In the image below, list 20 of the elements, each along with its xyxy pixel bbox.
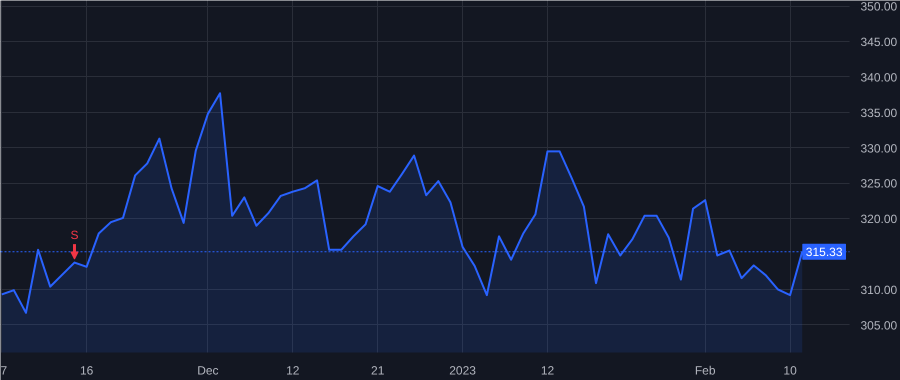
- x-tick-label: 12: [286, 364, 300, 378]
- y-tick-label: 340.00: [860, 70, 898, 84]
- y-tick-label: 335.00: [860, 106, 898, 120]
- x-tick-label: Feb: [694, 364, 716, 378]
- x-tick-label: 12: [540, 364, 554, 378]
- x-tick-label: 7: [0, 364, 8, 378]
- ref-line-label: 315.33: [806, 245, 843, 260]
- y-tick-label: 320.00: [860, 212, 898, 226]
- y-tick-label: 310.00: [860, 282, 898, 297]
- y-tick-label: 345.00: [860, 35, 898, 50]
- x-tick-label: 2023: [449, 364, 476, 378]
- y-tick-label: 330.00: [860, 141, 898, 156]
- x-tick-label: 16: [80, 364, 94, 378]
- y-tick-label: 305.00: [860, 318, 898, 332]
- x-tick-label: 10: [783, 364, 798, 378]
- y-tick-label: 350.00: [860, 0, 898, 14]
- y-tick-label: 325.00: [860, 176, 898, 191]
- annotation: S: [70, 228, 78, 242]
- x-tick-label: Dec: [197, 364, 219, 378]
- x-tick-label: 21: [371, 364, 385, 378]
